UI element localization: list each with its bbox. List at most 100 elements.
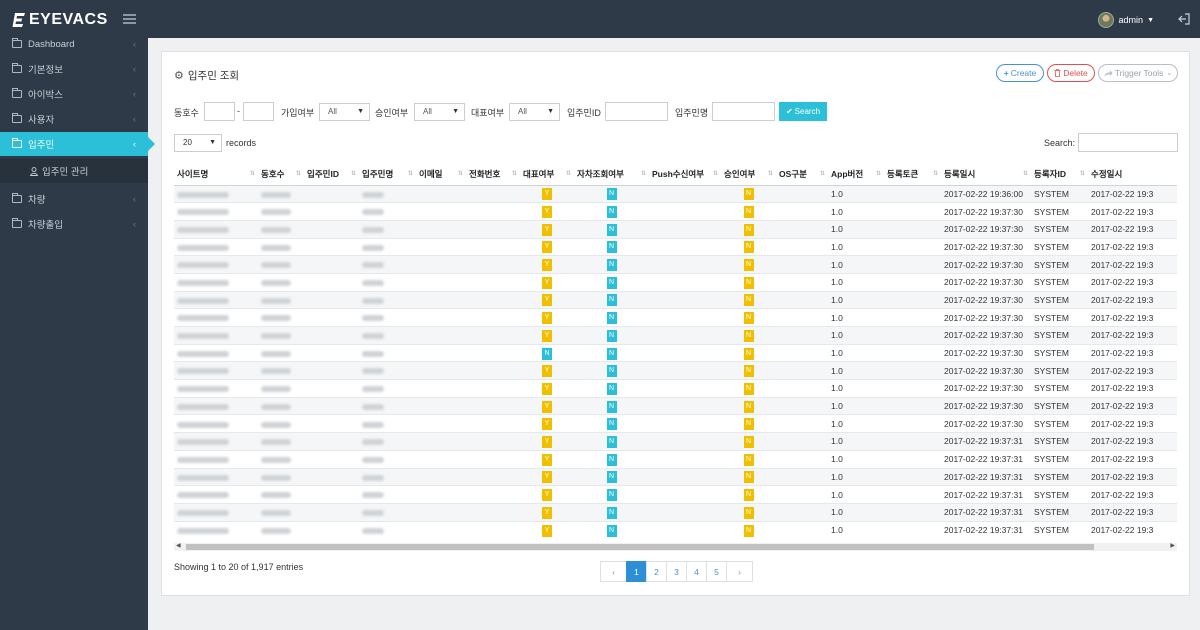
- column-header[interactable]: 대표여부 ⇅: [520, 163, 574, 186]
- column-header[interactable]: Push수신여부 ⇅: [649, 163, 721, 186]
- approve-status-select[interactable]: All ▼: [414, 103, 465, 121]
- sidebar-item-vehicles[interactable]: 차량 ‹: [0, 187, 148, 211]
- sidebar-subitem-resident-management[interactable]: 입주민 관리: [0, 159, 148, 183]
- table-row[interactable]: Y N N 1.0 2017-02-22 19:37:31 SYSTEM 2017-02-2…: [174, 467, 1177, 486]
- table-row[interactable]: Y N N 1.0 2017-02-22 19:37:31 SYSTEM 2017-02-2…: [174, 485, 1177, 504]
- sidebar-item-vehicle-access[interactable]: 차량출입 ‹: [0, 212, 148, 236]
- dong-ho-label: 동호수: [174, 108, 199, 118]
- column-header[interactable]: 등록자ID ⇅: [1031, 163, 1088, 186]
- table-cell: [776, 396, 828, 415]
- resident-id-input[interactable]: [605, 102, 668, 121]
- table-row[interactable]: N N N 1.0 2017-02-22 19:37:30 SYSTEM 2017-02-2…: [174, 343, 1177, 362]
- status-badge: Y: [542, 524, 552, 537]
- column-header[interactable]: 수정일시⇅: [1088, 163, 1177, 186]
- column-header[interactable]: 전화번호 ⇅: [466, 163, 520, 186]
- join-status-label: 가입여부: [281, 108, 315, 118]
- pagination-prev[interactable]: ‹: [600, 561, 627, 582]
- join-status-select[interactable]: All ▼: [319, 103, 370, 121]
- sidebar-item-residents[interactable]: 입주민 ‹: [0, 132, 155, 156]
- table-cell: [359, 308, 416, 327]
- dong-input[interactable]: [204, 102, 235, 121]
- sidebar-item-dashboard[interactable]: Dashboard ‹: [0, 32, 148, 56]
- table-row[interactable]: Y N N 1.0 2017-02-22 19:37:30 SYSTEM 2017-02-2…: [174, 290, 1177, 309]
- pagination-page[interactable]: 3: [666, 561, 687, 582]
- column-header-label: App버전: [831, 168, 864, 179]
- app-logo[interactable]: EYEVACS: [12, 11, 108, 29]
- status-badge: N: [606, 259, 617, 272]
- column-header[interactable]: 등록일시 ⇅: [941, 163, 1031, 186]
- column-header[interactable]: 승인여부 ⇅: [721, 163, 776, 186]
- table-cell: [304, 219, 359, 239]
- column-header[interactable]: OS구분 ⇅: [776, 163, 828, 186]
- delete-button[interactable]: Delete: [1047, 64, 1095, 82]
- table-row[interactable]: Y N N 1.0 2017-02-22 19:37:31 SYSTEM 2017-02-2…: [174, 449, 1177, 468]
- logout-icon[interactable]: [1178, 13, 1190, 25]
- table-cell: 2017-02-22 19:3: [1088, 467, 1177, 486]
- sidebar-item-users[interactable]: 사용자 ‹: [0, 107, 148, 131]
- column-header[interactable]: 입주민명 ⇅: [359, 163, 416, 186]
- table-cell: [649, 520, 721, 539]
- records-label: records: [226, 138, 257, 148]
- resident-name-input[interactable]: [712, 102, 775, 121]
- table-cell: 1.0: [828, 502, 884, 522]
- table-search-input[interactable]: [1078, 133, 1178, 152]
- search-button[interactable]: ✔ Search: [779, 102, 827, 121]
- sidebar-item-ibox[interactable]: 아이박스 ‹: [0, 82, 148, 106]
- ho-input[interactable]: [243, 102, 274, 121]
- scroll-left-arrow-icon[interactable]: ◀: [176, 543, 181, 549]
- table-row[interactable]: Y N N 1.0 2017-02-22 19:36:00 SYSTEM 2017-02-2…: [174, 184, 1177, 203]
- column-header[interactable]: 자차조회여부 ⇅: [574, 163, 649, 186]
- table-row[interactable]: Y N N 1.0 2017-02-22 19:37:30 SYSTEM 2017-02-2…: [174, 237, 1177, 256]
- cell-text: SYSTEM: [1034, 365, 1069, 376]
- table-cell: Y: [520, 290, 574, 309]
- user-menu[interactable]: admin ▼: [1097, 12, 1154, 28]
- table-row[interactable]: Y N N 1.0 2017-02-22 19:37:30 SYSTEM 2017-02-2…: [174, 414, 1177, 433]
- table-row[interactable]: Y N N 1.0 2017-02-22 19:37:30 SYSTEM 2017-02-2…: [174, 326, 1177, 345]
- column-header[interactable]: 등록토큰 ⇅: [884, 163, 941, 186]
- table-row[interactable]: Y N N 1.0 2017-02-22 19:37:30 SYSTEM 2017-02-2…: [174, 272, 1177, 292]
- column-header[interactable]: 입주민ID ⇅: [304, 163, 359, 186]
- table-row[interactable]: Y N N 1.0 2017-02-22 19:37:30 SYSTEM 2017-02-2…: [174, 202, 1177, 221]
- cell-text: SYSTEM: [1034, 277, 1069, 288]
- sort-icon: ⇅: [457, 171, 463, 177]
- table-search-label: Search:: [1044, 138, 1076, 148]
- scrollbar-thumb[interactable]: [186, 544, 1094, 550]
- trigger-tools-button[interactable]: Trigger Tools ⌄: [1098, 64, 1178, 82]
- column-header[interactable]: 동호수 ⇅: [258, 163, 304, 186]
- residents-table-container: 사이트명 ⇅ 동호수 ⇅ 입주민ID ⇅ 입주민명 ⇅ 이메일 ⇅ 전화번호 ⇅ 대표여부 ⇅ 자차조회여부…: [174, 163, 1177, 543]
- sort-icon: ⇅: [511, 171, 517, 177]
- column-header[interactable]: 사이트명 ⇅: [174, 163, 258, 186]
- chevron-left-icon: ‹: [133, 64, 136, 74]
- hamburger-icon[interactable]: [123, 14, 136, 24]
- horizontal-scrollbar[interactable]: ◀ ▶: [174, 543, 1177, 551]
- status-badge: Y: [542, 382, 552, 395]
- table-cell: [304, 502, 359, 522]
- cell-text: 1.0: [831, 277, 843, 288]
- redacted-resident-name: [362, 474, 384, 481]
- pagination-page[interactable]: 4: [686, 561, 707, 582]
- pagination-page[interactable]: 1: [626, 561, 647, 582]
- create-button[interactable]: + Create: [996, 64, 1044, 82]
- column-header[interactable]: App버전 ⇅: [828, 163, 884, 186]
- table-row[interactable]: Y N N 1.0 2017-02-22 19:37:30 SYSTEM 2017-02-2…: [174, 219, 1177, 239]
- table-row[interactable]: Y N N 1.0 2017-02-22 19:37:31 SYSTEM 2017-02-2…: [174, 502, 1177, 522]
- rep-status-select[interactable]: All ▼: [509, 103, 560, 121]
- table-cell: [466, 343, 520, 362]
- table-row[interactable]: Y N N 1.0 2017-02-22 19:37:30 SYSTEM 2017-02-2…: [174, 379, 1177, 398]
- table-row[interactable]: Y N N 1.0 2017-02-22 19:37:30 SYSTEM 2017-02-2…: [174, 361, 1177, 380]
- table-row[interactable]: Y N N 1.0 2017-02-22 19:37:30 SYSTEM 2017-02-2…: [174, 396, 1177, 415]
- table-row[interactable]: Y N N 1.0 2017-02-22 19:37:30 SYSTEM 2017-02-2…: [174, 255, 1177, 274]
- table-cell: [649, 449, 721, 468]
- sidebar-item-basic-info[interactable]: 기본정보 ‹: [0, 57, 148, 81]
- column-header[interactable]: 이메일 ⇅: [416, 163, 466, 186]
- pagination-page[interactable]: 5: [706, 561, 727, 582]
- table-row[interactable]: Y N N 1.0 2017-02-22 19:37:31 SYSTEM 2017-02-2…: [174, 520, 1177, 539]
- pagination-page[interactable]: 2: [646, 561, 667, 582]
- table-row[interactable]: Y N N 1.0 2017-02-22 19:37:31 SYSTEM 2017-02-2…: [174, 432, 1177, 451]
- page-length-select[interactable]: 20 ▼: [174, 134, 222, 152]
- redacted-site-name: [177, 209, 229, 216]
- table-cell: [416, 237, 466, 256]
- scroll-right-arrow-icon[interactable]: ▶: [1170, 543, 1175, 549]
- pagination-next[interactable]: ›: [726, 561, 753, 582]
- table-row[interactable]: Y N N 1.0 2017-02-22 19:37:30 SYSTEM 2017-02-2…: [174, 308, 1177, 327]
